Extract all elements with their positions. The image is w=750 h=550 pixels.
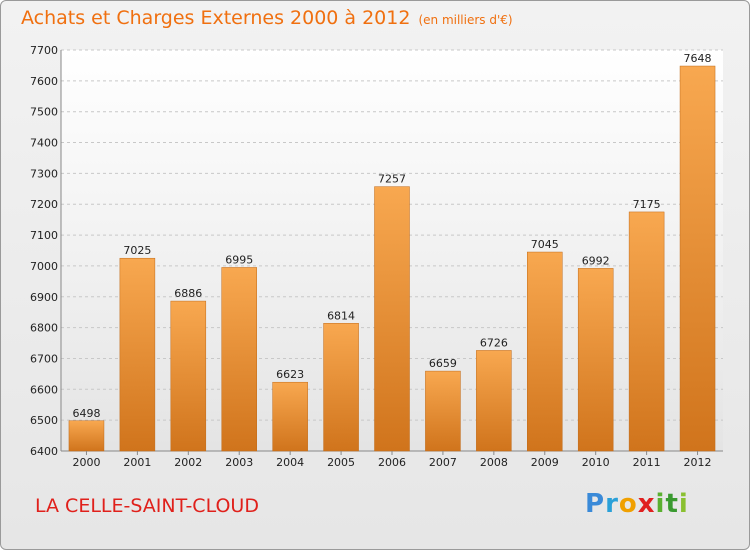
bar-value-label: 6498: [72, 407, 100, 420]
y-tick-label: 7700: [30, 44, 58, 57]
y-tick-label: 7200: [30, 198, 58, 211]
bar-value-label: 7045: [531, 238, 559, 251]
y-tick-label: 7300: [30, 167, 58, 180]
bar-value-label: 6659: [429, 357, 457, 370]
bar: [170, 300, 207, 452]
x-tick-label: 2005: [327, 456, 355, 469]
y-tick-label: 6900: [30, 291, 58, 304]
x-tick-label: 2000: [72, 456, 100, 469]
bar-value-label: 6995: [225, 253, 253, 266]
y-tick-label: 6600: [30, 383, 58, 396]
x-tick-label: 2009: [531, 456, 559, 469]
proxiti-logo: Proxiti: [585, 489, 689, 519]
x-tick-label: 2011: [633, 456, 661, 469]
bar: [68, 420, 105, 452]
x-tick-label: 2008: [480, 456, 508, 469]
y-tick-label: 6700: [30, 352, 58, 365]
bar: [221, 267, 257, 452]
bar-value-label: 6992: [582, 254, 610, 267]
x-tick-label: 2006: [378, 456, 406, 469]
x-tick-label: 2002: [174, 456, 202, 469]
commune-name: LA CELLE-SAINT-CLOUD: [35, 495, 259, 517]
bar-value-label: 7257: [378, 173, 406, 186]
bar: [272, 381, 308, 452]
bar: [679, 65, 716, 452]
bar-value-label: 7648: [684, 52, 712, 65]
y-tick-label: 6800: [30, 322, 58, 335]
bar-value-label: 7025: [123, 244, 151, 257]
bar: [577, 268, 614, 452]
y-tick-label: 6400: [30, 445, 58, 458]
y-tick-label: 7100: [30, 229, 58, 242]
x-tick-label: 2010: [582, 456, 610, 469]
x-tick-label: 2004: [276, 456, 304, 469]
x-tick-label: 2001: [123, 456, 151, 469]
bar-value-label: 6886: [174, 287, 202, 300]
y-tick-label: 7600: [30, 75, 58, 88]
bar: [425, 370, 461, 452]
chart-title: Achats et Charges Externes 2000 à 2012 (e…: [21, 7, 513, 29]
bar: [527, 251, 563, 452]
bar: [628, 211, 665, 452]
bar-value-label: 6814: [327, 309, 355, 322]
y-tick-label: 7400: [30, 137, 58, 150]
chart-title-text: Achats et Charges Externes 2000 à 2012: [21, 7, 411, 29]
bar: [374, 186, 410, 452]
bar-value-label: 6726: [480, 336, 508, 349]
bar: [323, 323, 359, 452]
bar-value-label: 6623: [276, 368, 304, 381]
bar-value-label: 7175: [633, 198, 661, 211]
x-tick-label: 2012: [684, 456, 712, 469]
y-tick-label: 7500: [30, 106, 58, 119]
y-tick-label: 6500: [30, 414, 58, 427]
bar: [476, 350, 512, 452]
x-tick-label: 2003: [225, 456, 253, 469]
bar: [119, 257, 156, 452]
chart-unit: (en milliers d'€): [418, 13, 513, 27]
y-tick-label: 7000: [30, 260, 58, 273]
x-tick-label: 2007: [429, 456, 457, 469]
